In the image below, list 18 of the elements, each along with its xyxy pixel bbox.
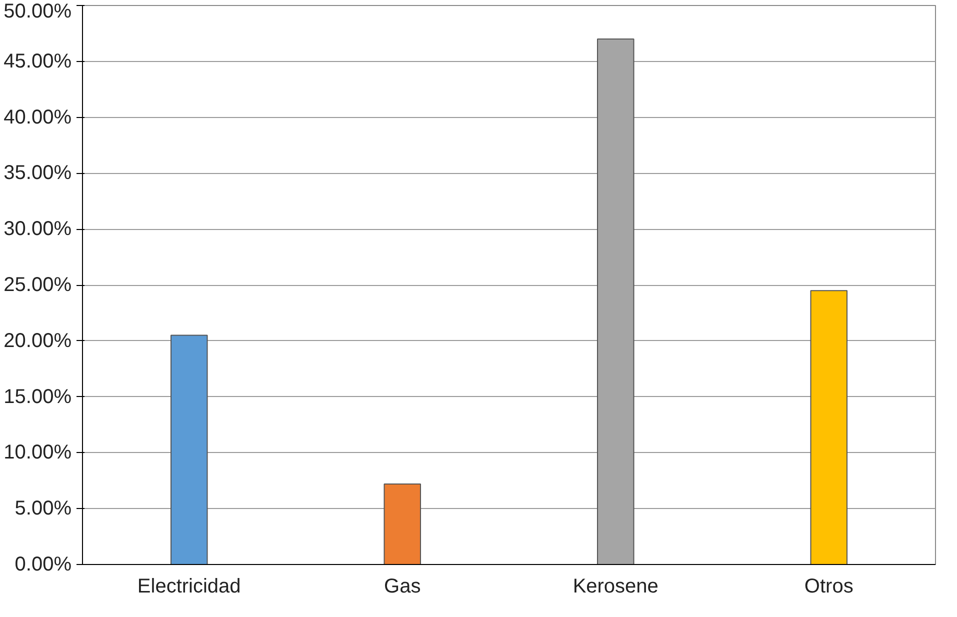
x-tick-label: Otros	[804, 576, 854, 598]
y-tick-label: 20.00%	[4, 330, 72, 352]
x-tick-label: Electricidad	[137, 576, 241, 598]
y-tick-label: 10.00%	[4, 442, 72, 464]
bar	[170, 334, 208, 564]
y-tick-label: 45.00%	[4, 50, 72, 72]
y-tick-label: 50.00%	[4, 0, 72, 22]
y-tick-label: 30.00%	[4, 218, 72, 240]
y-tick-label: 15.00%	[4, 386, 72, 408]
x-tick-label: Kerosene	[572, 576, 658, 598]
bar	[810, 290, 848, 564]
x-tick-label: Gas	[384, 576, 421, 598]
bar	[384, 484, 421, 564]
y-tick-label: 5.00%	[14, 498, 72, 520]
y-tick-label: 0.00%	[14, 554, 72, 576]
y-tick-label: 25.00%	[4, 274, 72, 296]
y-tick-label: 40.00%	[4, 106, 72, 128]
y-tick-label: 35.00%	[4, 162, 72, 184]
